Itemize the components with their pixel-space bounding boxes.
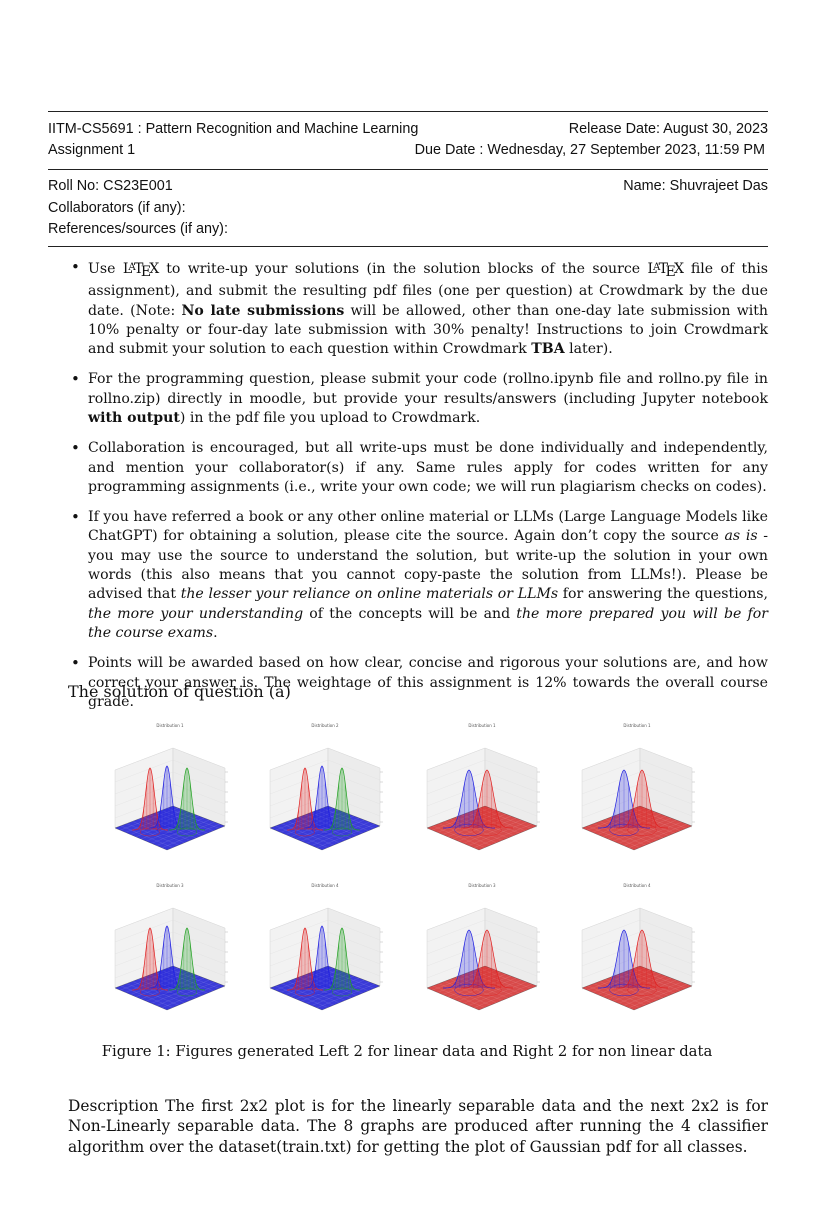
latex-logo: LATEX — [647, 260, 684, 280]
gaussian-surface-plot: Distribution 1 — [581, 723, 695, 851]
figure-grid: Distribution 1 Distribution 2 Distributi… — [95, 718, 725, 1038]
plot-title: Distribution 1 — [623, 723, 651, 728]
instruction-item: For the programming question, please sub… — [68, 370, 768, 428]
course-title: IITM-CS5691 : Pattern Recognition and Ma… — [48, 121, 419, 137]
description-paragraph: Description The first 2x2 plot is for th… — [68, 1097, 768, 1156]
plot-title: Distribution 3 — [156, 883, 184, 888]
figure-caption: Figure 1: Figures generated Left 2 for l… — [101, 1043, 713, 1060]
student-rule — [48, 246, 768, 247]
section-title: The solution of question (a) — [68, 682, 291, 701]
roll-number: Roll No: CS23E001 — [48, 178, 173, 194]
gaussian-surface-plot: Distribution 3 — [426, 883, 540, 1011]
plot-3: Distribution 1 — [407, 718, 557, 868]
header-rule — [48, 169, 768, 170]
plot-title: Distribution 2 — [311, 723, 339, 728]
gaussian-surface-plot: Distribution 2 — [269, 723, 383, 851]
plot-1: Distribution 1 — [95, 718, 245, 868]
instruction-item: If you have referred a book or any other… — [68, 508, 768, 643]
top-rule — [48, 111, 768, 112]
latex-logo: LATEX — [122, 260, 160, 280]
gaussian-surface-plot: Distribution 4 — [581, 883, 695, 1011]
plot-4: Distribution 1 — [562, 718, 712, 868]
plot-7: Distribution 3 — [407, 878, 557, 1028]
student-name: Name: Shuvrajeet Das — [623, 178, 768, 194]
gaussian-surface-plot: Distribution 1 — [426, 723, 540, 851]
instruction-item: Use LATEX to write-up your solutions (in… — [68, 258, 768, 359]
references-line: References/sources (if any): — [48, 221, 228, 237]
assignment-title: Assignment 1 — [48, 142, 136, 158]
plot-title: Distribution 4 — [623, 883, 651, 888]
gaussian-surface-plot: Distribution 3 — [114, 883, 228, 1011]
plot-title: Distribution 4 — [311, 883, 339, 888]
plot-8: Distribution 4 — [562, 878, 712, 1028]
plot-title: Distribution 3 — [468, 883, 496, 888]
collaborators-line: Collaborators (if any): — [48, 200, 186, 216]
plot-title: Distribution 1 — [156, 723, 184, 728]
plot-title: Distribution 1 — [468, 723, 496, 728]
header-row-1: IITM-CS5691 : Pattern Recognition and Ma… — [48, 119, 768, 139]
student-row: Roll No: CS23E001 Name: Shuvrajeet Das — [48, 176, 768, 196]
plot-5: Distribution 3 — [95, 878, 245, 1028]
due-date: Due Date : Wednesday, 27 September 2023,… — [414, 142, 765, 158]
plot-2: Distribution 2 — [250, 718, 400, 868]
plot-6: Distribution 4 — [250, 878, 400, 1028]
release-date: Release Date: August 30, 2023 — [568, 121, 768, 137]
header-row-2: Assignment 1 Due Date : Wednesday, 27 Se… — [48, 140, 768, 160]
instruction-item: Points will be awarded based on how clea… — [68, 654, 768, 712]
gaussian-surface-plot: Distribution 1 — [114, 723, 228, 851]
instruction-item: Collaboration is encouraged, but all wri… — [68, 439, 768, 497]
gaussian-surface-plot: Distribution 4 — [269, 883, 383, 1011]
instructions-list: Use LATEX to write-up your solutions (in… — [68, 258, 768, 723]
